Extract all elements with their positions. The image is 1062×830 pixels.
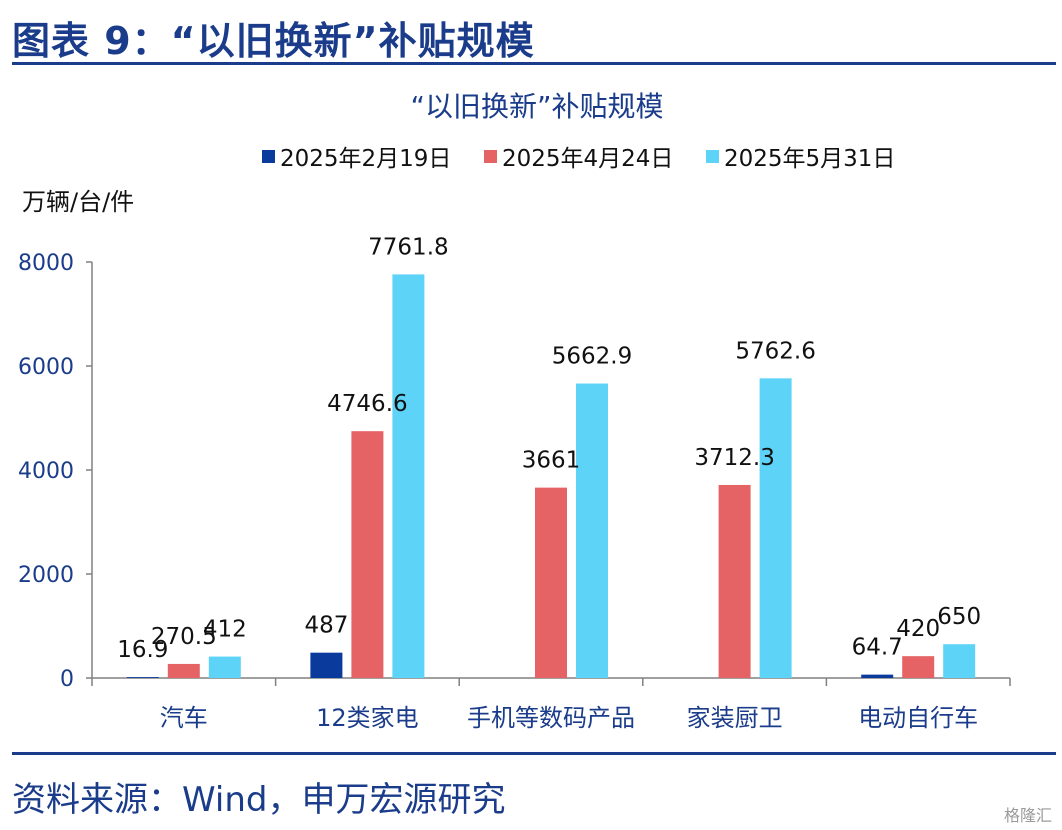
legend-swatch [262,150,275,163]
x-category-label: 汽车 [160,704,208,732]
data-label: 5662.9 [552,344,632,370]
bar [718,484,751,678]
y-tick-label: 8000 [18,251,74,276]
x-category-label: 电动自行车 [858,704,978,732]
data-label: 7761.8 [368,234,448,260]
data-label: 16.9 [117,637,168,663]
x-category-label: 手机等数码产品 [467,704,635,732]
legend-swatch [706,150,719,163]
data-labels: 16.9 487 64.7 270.5 4746.6 3661 3712.3 420 412 77… [117,234,981,663]
y-tick-label: 4000 [18,459,74,484]
x-category-label: 家装厨卫 [687,704,783,732]
bar [861,674,894,678]
data-label: 4746.6 [327,391,407,417]
bar [902,656,935,678]
axes: 0 2000 4000 6000 8000 汽车 12类家电 手机等数码产品 家装厨卫 电动自行车 [18,251,1011,732]
bar [167,663,200,678]
data-label: 420 [896,616,940,642]
data-label: 3661 [522,448,581,474]
legend-label: 2025年5月31日 [724,146,895,172]
bar [310,652,343,678]
legend-label: 2025年2月19日 [280,146,451,172]
title-divider [12,62,1056,65]
bar [392,274,425,678]
data-label: 487 [304,613,348,639]
figure-title: 图表 9：“以旧换新”补贴规模 [12,19,535,63]
data-label: 3712.3 [694,445,774,471]
watermark: 格隆汇 [1003,806,1052,825]
source-note: 资料来源：Wind，申万宏源研究 [12,780,506,820]
legend: 2025年2月19日 2025年4月24日 2025年5月31日 [262,146,895,172]
legend-swatch [484,150,497,163]
chart-title: “以旧换新”补贴规模 [410,90,663,123]
bar [943,644,976,678]
y-tick-label: 0 [60,667,74,692]
data-label: 5762.6 [735,338,815,364]
y-tick-label: 6000 [18,355,74,380]
bar [576,383,608,678]
bar [759,378,792,678]
bar [126,677,159,678]
bar [208,656,241,678]
bars [126,274,976,678]
y-tick-label: 2000 [18,563,74,588]
y-axis-unit-label: 万辆/台/件 [22,188,134,216]
data-label: 412 [203,617,247,643]
legend-label: 2025年4月24日 [502,146,673,172]
source-divider [12,752,1056,755]
data-label: 270.5 [151,624,217,650]
x-category-label: 12类家电 [316,704,419,732]
bar [351,431,384,678]
data-label: 650 [937,604,981,630]
bar [535,487,567,678]
data-label: 64.7 [852,635,903,661]
